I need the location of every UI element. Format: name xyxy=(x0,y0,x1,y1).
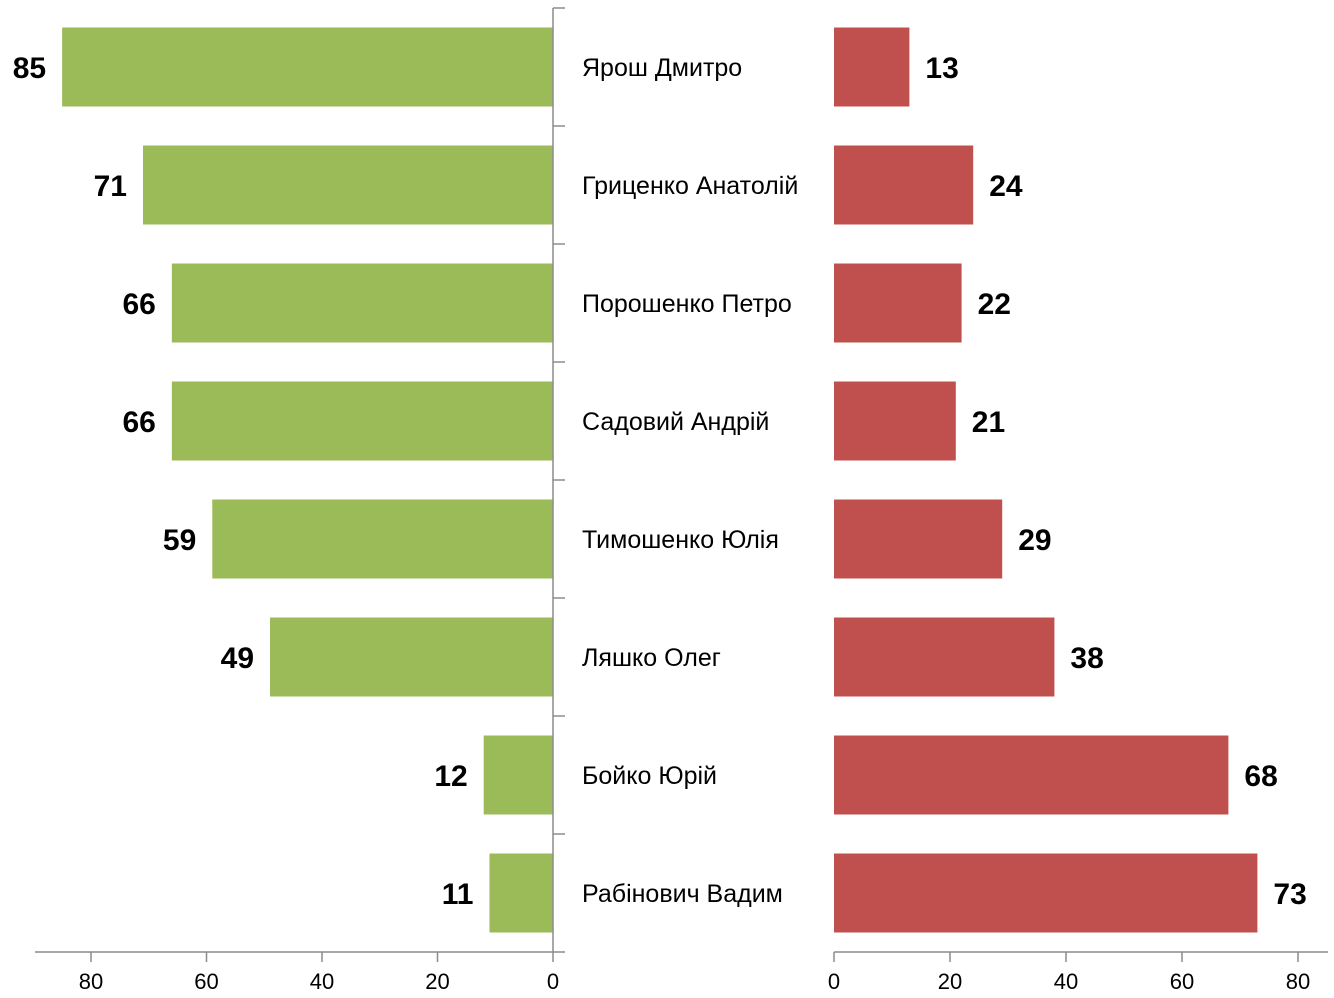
category-label: Ляшко Олег xyxy=(582,644,721,672)
right-bar xyxy=(834,145,974,225)
left-tick-label: 40 xyxy=(310,969,334,994)
right-data-label: 21 xyxy=(972,406,1005,439)
right-bar xyxy=(834,499,1003,579)
left-bar xyxy=(142,145,553,225)
left-data-label: 12 xyxy=(434,760,467,793)
category-label: Садовий Андрій xyxy=(582,408,769,436)
left-bar xyxy=(171,381,553,461)
category-labels: Ярош Дмитро Гриценко Анатолій Порошенко Пе… xyxy=(582,54,798,908)
category-label: Порошенко Петро xyxy=(582,290,792,318)
right-data-label: 24 xyxy=(989,170,1023,203)
right-data-label: 29 xyxy=(1018,524,1051,557)
category-label: Бойко Юрій xyxy=(582,762,717,790)
left-bar xyxy=(483,735,553,815)
left-bar xyxy=(489,853,553,933)
right-panel: 13 24 22 21 29 38 68 73 0 20 40 60 80 xyxy=(828,27,1328,994)
right-data-label: 13 xyxy=(925,52,958,85)
category-label: Гриценко Анатолій xyxy=(582,172,798,200)
left-data-label: 11 xyxy=(442,878,474,911)
right-data-label: 73 xyxy=(1273,878,1306,911)
right-bar xyxy=(834,735,1229,815)
left-data-label: 66 xyxy=(122,406,155,439)
right-bar xyxy=(834,853,1258,933)
right-bar xyxy=(834,381,956,461)
left-panel: 85 71 66 66 59 49 12 11 0 20 40 60 80 xyxy=(13,7,565,994)
left-bar xyxy=(62,27,553,107)
left-tick-label: 20 xyxy=(425,969,449,994)
right-tick-label: 0 xyxy=(828,969,840,994)
right-bar xyxy=(834,27,910,107)
left-tick-label: 60 xyxy=(194,969,218,994)
right-data-label: 68 xyxy=(1244,760,1277,793)
right-bar xyxy=(834,617,1055,697)
left-bar xyxy=(212,499,553,579)
category-label: Рабінович Вадим xyxy=(582,880,783,908)
left-data-label: 66 xyxy=(122,288,155,321)
left-data-label: 49 xyxy=(221,642,254,675)
left-bar xyxy=(270,617,553,697)
right-data-label: 22 xyxy=(978,288,1011,321)
right-tick-label: 20 xyxy=(938,969,962,994)
right-tick-label: 60 xyxy=(1170,969,1194,994)
right-tick-label: 80 xyxy=(1286,969,1310,994)
left-data-label: 71 xyxy=(94,170,127,203)
left-data-label: 85 xyxy=(13,52,46,85)
left-tick-label: 80 xyxy=(79,969,103,994)
right-data-label: 38 xyxy=(1070,642,1103,675)
category-label: Тимошенко Юлія xyxy=(582,526,779,554)
left-data-label: 59 xyxy=(163,524,196,557)
category-label: Ярош Дмитро xyxy=(582,54,742,82)
left-tick-label: 0 xyxy=(547,969,559,994)
right-tick-label: 40 xyxy=(1054,969,1078,994)
right-bar xyxy=(834,263,962,343)
left-bar xyxy=(171,263,553,343)
